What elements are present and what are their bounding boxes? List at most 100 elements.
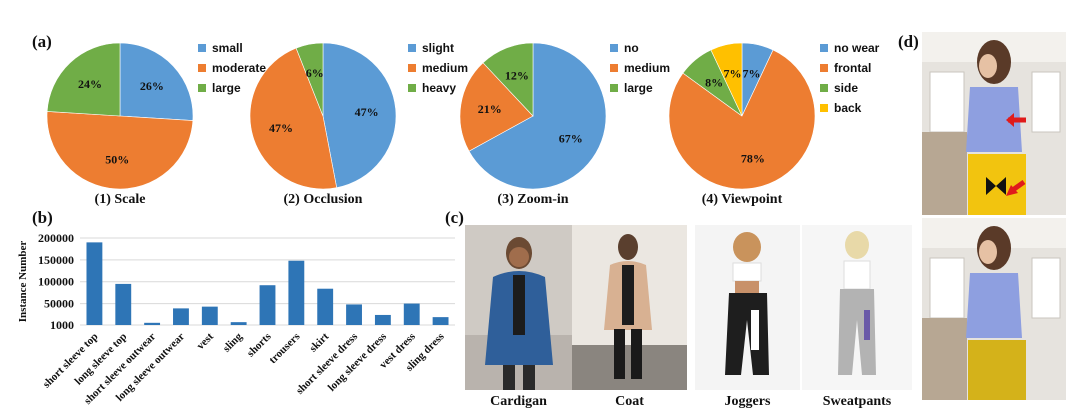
legend-label: large (212, 81, 241, 95)
legend-label: no wear (834, 41, 880, 55)
pie-legend-1: small moderate large (198, 38, 266, 98)
viewpoint-annotated-illustration (922, 32, 1066, 215)
pie-slice-label: 24% (78, 77, 102, 91)
pie-slice-label: 8% (705, 75, 723, 89)
legend-label: large (624, 81, 653, 95)
pie-slice-label: 12% (505, 68, 529, 82)
y-tick-label: 50000 (44, 297, 74, 311)
pie-slice-label: 50% (105, 153, 129, 167)
pie-slice-label: 21% (478, 102, 502, 116)
viewpoint-plain-illustration (922, 218, 1066, 400)
legend-label: medium (624, 61, 671, 75)
pie-chart-2: 47% 47% 6% (249, 42, 397, 190)
y-axis-label: Instance Number (17, 241, 29, 323)
photo-sweatpants (802, 225, 912, 390)
bar-shorts (259, 285, 276, 325)
bar-short-sleeve-top (86, 242, 103, 325)
pie-slice-label: 67% (559, 131, 583, 145)
bar-long-sleeve-dress (374, 314, 391, 325)
legend-item: medium (408, 58, 468, 78)
legend-label: slight (422, 41, 454, 55)
x-tick-label: vest (194, 330, 216, 352)
pie-legend-4: no wear frontal side back (820, 38, 879, 118)
legend-label: side (834, 81, 859, 95)
pie-slice-medium (459, 62, 534, 152)
photo-coat (572, 225, 687, 390)
bar-trousers (288, 260, 305, 325)
pie-slice-label: 47% (355, 105, 379, 119)
legend-label: medium (422, 61, 469, 75)
y-tick-label: 100000 (38, 275, 74, 289)
panel-label-c: (c) (445, 208, 464, 227)
legend-item: side (820, 78, 879, 98)
pie-slice-label: 7% (743, 66, 761, 80)
photo-viewpoint-plain (922, 218, 1066, 400)
legend-swatch (408, 84, 416, 92)
bar-vest-dress (403, 303, 420, 325)
legend-label: back (834, 101, 862, 115)
photo-label-joggers: Joggers (724, 394, 771, 409)
legend-label: moderate (212, 61, 267, 75)
joggers-figure-illustration (695, 225, 800, 390)
bar-chart: 1000 50000 100000 150000 200000 Instance Numb… (17, 231, 455, 407)
legend-item: moderate (198, 58, 266, 78)
pie-slice-back (710, 42, 743, 117)
legend-item: medium (610, 58, 670, 78)
legend-swatch (820, 64, 828, 72)
pie-slice-large (46, 42, 121, 117)
pie-slice-heavy (295, 42, 324, 117)
panel-label-a: (a) (32, 32, 52, 51)
x-tick-label: skirt (307, 330, 331, 354)
photo-viewpoint-annotated (922, 32, 1066, 215)
pie-chart-4: 7%78%8%7% (668, 42, 816, 190)
coat-figure-illustration (572, 225, 687, 390)
bar-sling-dress (432, 317, 449, 325)
pie-slice-label: 78% (741, 151, 765, 165)
pie-slice-medium (249, 47, 338, 190)
pie-title: (4) Viewpoint (701, 192, 783, 207)
pie-slice-no (468, 42, 607, 190)
photo-label-sweatpants: Sweatpants (822, 394, 892, 409)
legend-swatch (820, 84, 828, 92)
pie-slice-large (482, 42, 534, 117)
sweatpants-figure-illustration (802, 225, 912, 390)
legend-label: small (212, 41, 243, 55)
photo-joggers (695, 225, 800, 390)
pie-slice-label: 26% (140, 79, 164, 93)
pie-title: (1) Scale (94, 192, 146, 207)
legend-item: slight (408, 38, 468, 58)
legend-label: frontal (834, 61, 872, 75)
pie-slice-label: 6% (306, 66, 324, 80)
legend-item: no (610, 38, 670, 58)
legend-label: heavy (422, 81, 457, 95)
legend-swatch (610, 84, 618, 92)
bar-vest (201, 306, 218, 325)
bar-short-sleeve-outwear (144, 322, 161, 325)
pie-slice-frontal (668, 49, 816, 190)
photo-label-cardigan: Cardigan (490, 394, 547, 409)
pie-chart-1: 26% 50% 24% (46, 42, 194, 190)
legend-swatch (408, 64, 416, 72)
y-tick-label: 200000 (38, 231, 74, 245)
pie-slice-moderate (46, 111, 194, 190)
pie-legend-3: no medium large (610, 38, 670, 98)
legend-swatch (610, 44, 618, 52)
legend-item: heavy (408, 78, 468, 98)
cardigan-figure-illustration (465, 225, 572, 390)
pie-slice-label: 47% (269, 121, 293, 135)
panel-label-b: (b) (32, 208, 53, 227)
panel-label-d: (d) (898, 32, 919, 51)
legend-item: small (198, 38, 266, 58)
photo-cardigan (465, 225, 572, 390)
pie-title: (3) Zoom-in (497, 192, 569, 207)
legend-item: large (610, 78, 670, 98)
legend-swatch (408, 44, 416, 52)
legend-swatch (820, 44, 828, 52)
pie-slice-label: 7% (723, 66, 741, 80)
x-tick-label: sling (221, 330, 245, 354)
pie-slice-small (119, 42, 194, 121)
legend-swatch (198, 64, 206, 72)
photo-label-coat: Coat (615, 394, 644, 409)
pie-legend-2: slight medium heavy (408, 38, 468, 98)
pie-chart-3: 67% 21% 12% (459, 42, 607, 190)
